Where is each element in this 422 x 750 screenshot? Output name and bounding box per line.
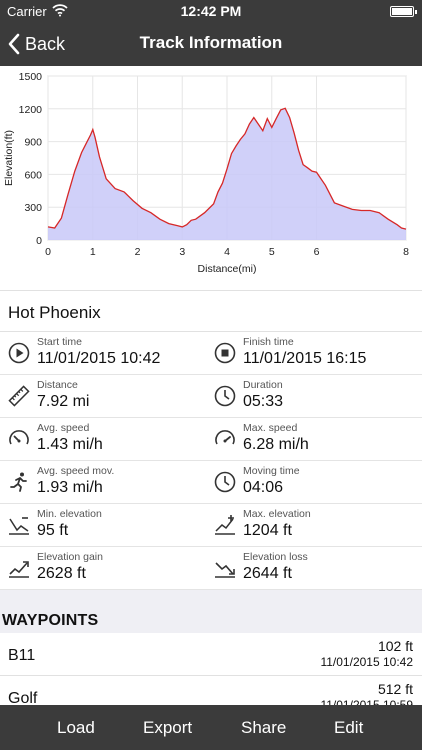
elevation-gain-icon xyxy=(9,561,29,578)
stat-label: Min. elevation xyxy=(37,508,102,520)
stat-label: Finish time xyxy=(243,336,294,348)
elevation-loss-icon xyxy=(215,562,235,578)
stat-value: 1204 ft xyxy=(243,522,292,539)
x-tick-label: 0 xyxy=(45,246,51,258)
share-button[interactable]: Share xyxy=(241,718,287,737)
clock-icon xyxy=(214,471,236,493)
runner-icon xyxy=(10,472,27,492)
back-button-label: Back xyxy=(25,33,66,54)
stat-finish-time: Finish time 11/01/2015 16:15 xyxy=(206,332,412,374)
stat-row-gain-loss: Elevation gain 2628 ft Elevation loss 26… xyxy=(0,547,422,590)
stat-value: 6.28 mi/h xyxy=(243,436,309,453)
stat-avg-speed-moving: Avg. speed mov. 1.93 mi/h xyxy=(0,461,206,503)
track-name: Hot Phoenix xyxy=(0,290,422,332)
x-tick-label: 4 xyxy=(224,246,230,258)
stat-max-speed: Max. speed 6.28 mi/h xyxy=(206,418,412,460)
stat-label: Avg. speed xyxy=(37,422,90,434)
y-tick-label: 0 xyxy=(36,235,42,247)
stat-distance: Distance 7.92 mi xyxy=(0,375,206,417)
x-tick-label: 1 xyxy=(90,246,96,258)
stat-label: Max. elevation xyxy=(243,508,311,520)
stat-label: Avg. speed mov. xyxy=(37,465,115,477)
edit-button[interactable]: Edit xyxy=(334,718,364,737)
y-tick-label: 900 xyxy=(24,137,42,149)
min-elevation-icon xyxy=(9,517,29,535)
stat-value: 04:06 xyxy=(243,479,284,496)
stat-elevation-gain: Elevation gain 2628 ft xyxy=(0,547,206,589)
stat-row-time: Start time 11/01/2015 10:42 Finish time … xyxy=(0,332,422,375)
stat-label: Start time xyxy=(37,336,82,348)
waypoint-item[interactable]: B11 102 ft 11/01/2015 10:42 xyxy=(0,633,422,676)
wifi-icon xyxy=(52,3,68,20)
stat-label: Distance xyxy=(37,379,78,391)
stat-start-time: Start time 11/01/2015 10:42 xyxy=(0,332,206,374)
waypoint-name: Golf xyxy=(8,690,38,707)
waypoint-elevation: 512 ft xyxy=(377,681,413,697)
max-elevation-icon xyxy=(215,515,235,535)
stat-label: Elevation gain xyxy=(37,551,103,563)
stat-value: 11/01/2015 16:15 xyxy=(243,350,367,367)
stat-label: Duration xyxy=(243,379,283,391)
stat-value: 2628 ft xyxy=(37,565,86,582)
y-tick-label: 300 xyxy=(24,202,42,214)
x-tick-label: 6 xyxy=(314,246,320,258)
ruler-icon xyxy=(8,385,30,407)
elevation-line xyxy=(47,107,407,230)
stat-label: Max. speed xyxy=(243,422,298,434)
stat-value: 11/01/2015 10:42 xyxy=(37,350,161,367)
stat-moving-time: Moving time 04:06 xyxy=(206,461,412,503)
battery-icon xyxy=(390,6,417,17)
clock-icon xyxy=(214,385,236,407)
waypoint-elevation: 102 ft xyxy=(377,638,413,654)
stat-value: 7.92 mi xyxy=(37,393,90,410)
stat-value: 1.43 mi/h xyxy=(37,436,103,453)
navigation-bar: Back Track Information xyxy=(0,22,422,66)
y-tick-label: 1200 xyxy=(19,104,43,116)
stat-value: 1.93 mi/h xyxy=(37,479,103,496)
back-button[interactable]: Back xyxy=(8,31,65,57)
stat-max-elevation: Max. elevation 1204 ft xyxy=(206,504,412,546)
elevation-chart[interactable]: 0 300 600 900 1200 1500 0 1 2 3 4 5 6 8 Distance(mi) El… xyxy=(0,66,422,288)
x-tick-label: 5 xyxy=(269,246,275,258)
stat-label: Elevation loss xyxy=(243,551,308,563)
waypoint-date: 11/01/2015 10:42 xyxy=(320,655,413,669)
speedometer-low-icon xyxy=(9,430,29,445)
export-button[interactable]: Export xyxy=(143,718,193,737)
stat-duration: Duration 05:33 xyxy=(206,375,412,417)
y-tick-label: 600 xyxy=(24,169,42,181)
stop-icon xyxy=(214,342,236,364)
elevation-area xyxy=(48,108,406,240)
play-icon xyxy=(8,342,30,364)
stat-value: 2644 ft xyxy=(243,565,292,582)
waypoints-header: WAYPOINTS xyxy=(0,590,422,633)
load-button[interactable]: Load xyxy=(57,718,95,737)
stat-min-elevation: Min. elevation 95 ft xyxy=(0,504,206,546)
clock-time: 12:42 PM xyxy=(180,3,242,19)
stat-avg-speed: Avg. speed 1.43 mi/h xyxy=(0,418,206,460)
stat-row-moving: Avg. speed mov. 1.93 mi/h Moving time 04… xyxy=(0,461,422,504)
stat-label: Moving time xyxy=(243,465,300,477)
stat-row-elevation: Min. elevation 95 ft Max. elevation 1204… xyxy=(0,504,422,547)
stat-value: 05:33 xyxy=(243,393,284,410)
stat-value: 95 ft xyxy=(37,522,69,539)
status-bar: Carrier 12:42 PM xyxy=(0,0,422,22)
carrier-label: Carrier xyxy=(7,4,47,19)
x-axis-label: Distance(mi) xyxy=(198,263,257,275)
y-tick-label: 1500 xyxy=(19,71,43,83)
y-axis-label: Elevation(ft) xyxy=(3,130,15,186)
speedometer-high-icon xyxy=(215,430,235,445)
x-tick-label: 2 xyxy=(135,246,141,258)
page-title: Track Information xyxy=(139,33,283,52)
stat-row-speed: Avg. speed 1.43 mi/h Max. speed 6.28 mi/… xyxy=(0,418,422,461)
stat-elevation-loss: Elevation loss 2644 ft xyxy=(206,547,412,589)
x-tick-label: 3 xyxy=(179,246,185,258)
bottom-toolbar: Load Export Share Edit xyxy=(0,705,422,750)
stat-row-distance: Distance 7.92 mi Duration 05:33 xyxy=(0,375,422,418)
x-tick-label: 8 xyxy=(403,246,409,258)
waypoint-name: B11 xyxy=(8,647,36,664)
elevation-chart-svg: 0 300 600 900 1200 1500 0 1 2 3 4 5 6 8 Distance(mi) El… xyxy=(3,71,409,275)
chevron-left-icon xyxy=(8,33,20,55)
track-stats: Start time 11/01/2015 10:42 Finish time … xyxy=(0,332,422,590)
